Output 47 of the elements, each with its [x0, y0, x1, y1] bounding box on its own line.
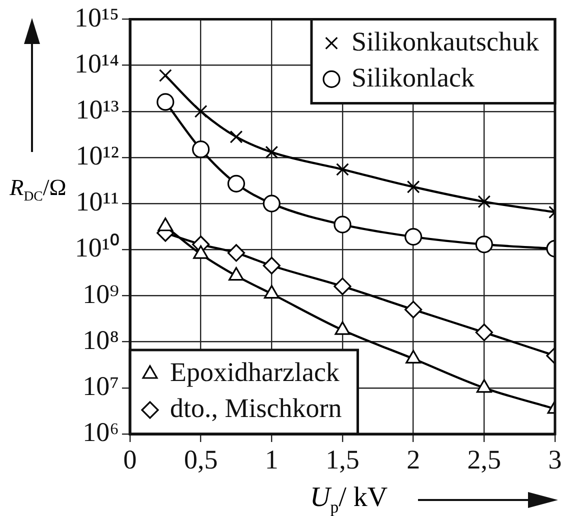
y-tick-label: 10⁸: [82, 324, 119, 355]
x-tick-label: 3: [548, 444, 562, 474]
point: [404, 300, 422, 318]
point: [194, 104, 208, 118]
point: [475, 236, 493, 254]
point: [476, 379, 492, 393]
legend-label: dto., Mischkorn: [170, 393, 342, 424]
y-tick-label: 10¹³: [76, 94, 119, 124]
point: [334, 278, 352, 296]
point: [230, 130, 243, 144]
point: [262, 194, 280, 212]
x-tick-label: 0,5: [184, 444, 218, 474]
point: [264, 285, 280, 299]
point: [227, 244, 246, 262]
legend-label: Silikonkautschuk: [352, 26, 540, 56]
point: [478, 195, 491, 208]
x-tick-label: 1: [264, 444, 278, 474]
point: [475, 324, 493, 342]
y-tick-label: 10¹⁰: [74, 232, 119, 263]
y-tick-label: 10¹¹: [76, 186, 119, 217]
x-tick-label: 1,5: [326, 444, 360, 474]
point: [158, 69, 172, 82]
point: [262, 256, 280, 274]
y-axis-title: R$_{DC}$/Ω: [8, 175, 68, 204]
x-tick-label: 0: [123, 444, 137, 474]
x-axis-title: U$_{p}$/ kV: [310, 482, 388, 516]
y-tick-label: 10⁹: [82, 278, 119, 309]
y-tick-label: 10¹⁴: [74, 48, 119, 78]
x-tick-label: 2,5: [467, 444, 502, 474]
y-tick-label: 10⁷: [82, 371, 119, 402]
point: [336, 162, 349, 176]
point: [228, 267, 244, 281]
y-tick-label: 10¹²: [76, 140, 119, 171]
point: [406, 350, 422, 364]
point: [156, 93, 174, 111]
point: [404, 228, 422, 246]
legend-label: Epoxidharzlack: [170, 357, 340, 388]
point: [192, 140, 210, 158]
point: [406, 180, 420, 194]
point: [334, 321, 350, 335]
y-tick-label: 10⁶: [82, 417, 119, 448]
point: [265, 146, 278, 159]
point: [334, 216, 352, 234]
y-tick-label: 10¹⁵: [74, 2, 119, 32]
point: [227, 174, 246, 192]
x-tick-label: 2: [406, 444, 420, 474]
legend-label: Silikonlack: [352, 62, 475, 92]
